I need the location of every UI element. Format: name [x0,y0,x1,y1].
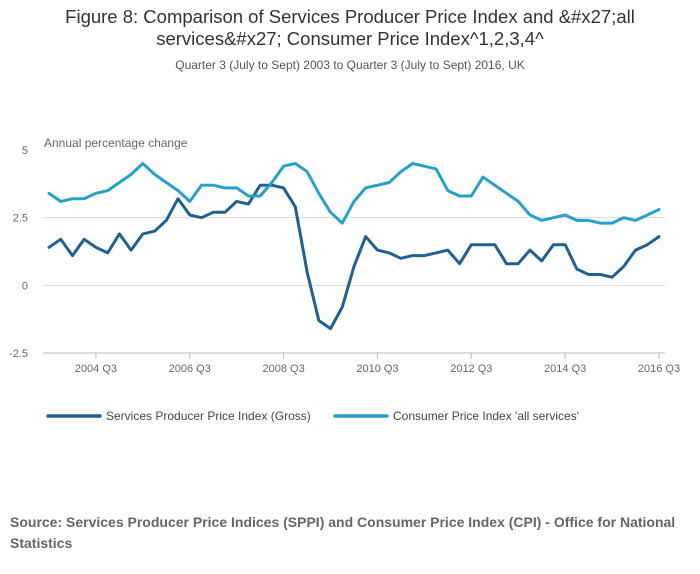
x-tick-label: 2014 Q3 [544,363,586,375]
x-tick-label: 2008 Q3 [263,363,305,375]
sppi-series-line [47,183,661,331]
x-tick-label: 2016 Q3 [638,363,680,375]
y-tick-label: 0 [22,280,28,292]
y-tick-label: -2.5 [9,348,28,360]
source-note: Source: Services Producer Price Indices … [10,514,676,551]
legend-label-cpi: Consumer Price Index 'all services' [393,409,579,423]
x-tick-label: 2004 Q3 [75,363,117,375]
line-chart: Annual percentage change -2.5 0 2.5 5 2004 Q3… [9,136,680,423]
y-tick-label: 2.5 [13,213,28,225]
x-tick-label: 2012 Q3 [450,363,492,375]
y-axis-label: Annual percentage change [44,136,188,150]
chart-title: Figure 8: Comparison of Services Produce… [65,6,635,49]
legend-label-sppi: Services Producer Price Index (Gross) [106,409,311,423]
chart-subtitle: Quarter 3 (July to Sept) 2003 to Quarter… [175,58,525,72]
y-tick-label: 5 [22,145,28,157]
x-tick-label: 2010 Q3 [356,363,398,375]
x-tick-label: 2006 Q3 [169,363,211,375]
cpi-series-line [47,162,661,225]
